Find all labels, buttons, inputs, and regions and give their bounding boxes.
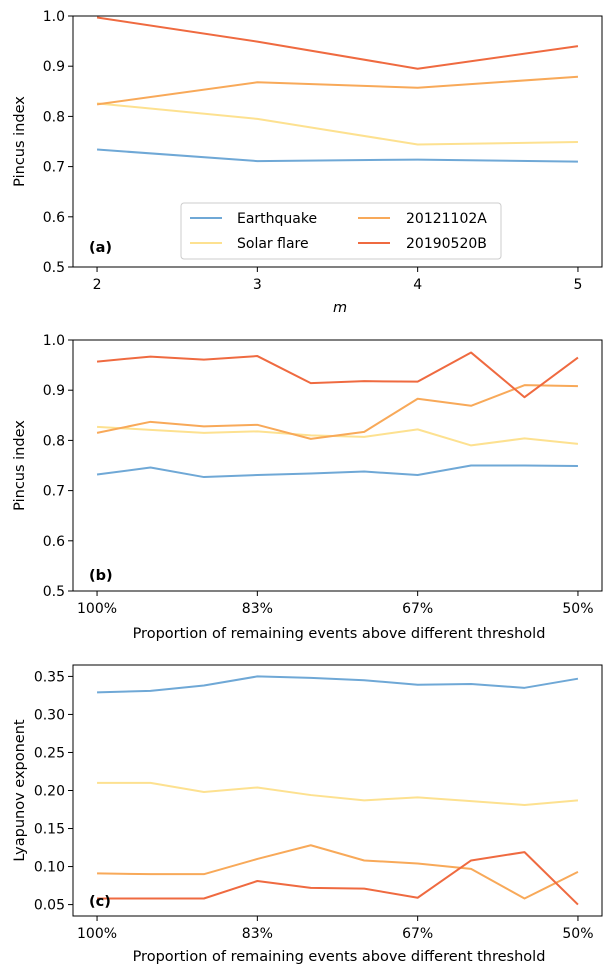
panel-b-series-line-earthquake xyxy=(96,464,578,479)
panel-b-y-ticks: 0.5 0.6 0.7 0.8 0.9 1.0 xyxy=(43,333,73,600)
panel-a-x-tick-label: 3 xyxy=(253,277,262,293)
panel-c-x-tick-label: 67% xyxy=(402,926,433,942)
panel-b-x-ticks: 100% 83% 67% 50% xyxy=(77,591,594,617)
panel-a-frame xyxy=(72,15,603,268)
panel-b-x-tick-label: 100% xyxy=(77,601,117,617)
panel-a-series-line-earthquake xyxy=(96,148,578,163)
panel-b-frame xyxy=(72,339,603,592)
panel-b-x-tick-label: 50% xyxy=(562,601,593,617)
panel-b-y-tick-label: 0.8 xyxy=(43,433,65,449)
legend-label-solar-flare: Solar flare xyxy=(237,236,309,252)
panel-b-x-axis-title: Proportion of remaining events above dif… xyxy=(133,626,546,642)
panel-c-x-axis-title: Proportion of remaining events above dif… xyxy=(133,949,546,965)
panel-a-y-tick-label: 0.7 xyxy=(43,160,65,176)
panel-a-x-axis-title: m xyxy=(333,300,347,316)
legend-label-20190520b: 20190520B xyxy=(406,236,487,252)
panel-c-x-tick-label: 50% xyxy=(562,926,593,942)
panel-b-y-tick-label: 0.6 xyxy=(43,534,65,550)
panel-c-frame xyxy=(72,664,603,917)
legend: Earthquake Solar flare 20121102A 2019052… xyxy=(180,202,502,260)
panel-a-y-ticks: 0.5 0.6 0.7 0.8 0.9 1.0 xyxy=(43,9,73,276)
panel-c-y-axis-title: Lyapunov exponent xyxy=(12,719,28,861)
panel-b: 0.5 0.6 0.7 0.8 0.9 1.0 100% 83% 67% 50% Pincus … xyxy=(12,333,603,642)
panel-c-series-line-20190520b xyxy=(97,851,579,906)
panel-c-y-tick-label: 0.10 xyxy=(34,860,65,876)
panel-c-y-tick-label: 0.25 xyxy=(34,745,65,761)
panel-a-x-tick-label: 2 xyxy=(93,277,102,293)
panel-a-y-tick-label: 1.0 xyxy=(43,9,65,25)
panel-b-letter: (b) xyxy=(89,568,113,584)
panel-c-letter: (c) xyxy=(89,894,111,910)
panel-c-series-lines xyxy=(97,675,579,906)
panel-c-y-tick-label: 0.35 xyxy=(34,669,65,685)
panel-a-series-lines xyxy=(96,16,579,163)
panel-c-y-tick-label: 0.05 xyxy=(34,898,65,914)
panel-c-x-tick-label: 100% xyxy=(77,926,117,942)
panel-a-x-tick-label: 4 xyxy=(413,277,422,293)
panel-b-y-tick-label: 1.0 xyxy=(43,333,65,349)
legend-box xyxy=(180,202,502,260)
panel-b-y-tick-label: 0.5 xyxy=(43,584,65,600)
panel-c: 0.05 0.10 0.15 0.20 0.25 0.30 0.35 100% 83% 67% 5… xyxy=(12,664,603,965)
panel-a-y-axis-title: Pincus index xyxy=(12,96,28,187)
panel-a-y-tick-label: 0.6 xyxy=(43,210,65,226)
panel-b-series-lines xyxy=(96,351,579,479)
panel-b-y-tick-label: 0.9 xyxy=(43,383,65,399)
panel-b-x-tick-label: 67% xyxy=(402,601,433,617)
panel-c-x-ticks: 100% 83% 67% 50% xyxy=(77,916,594,942)
panel-a-y-tick-label: 0.9 xyxy=(43,59,65,75)
panel-a-series-line-20190520b xyxy=(96,16,579,70)
panel-b-series-line-20190520b xyxy=(96,351,579,399)
panel-b-y-tick-label: 0.7 xyxy=(43,484,65,500)
panel-b-x-tick-label: 83% xyxy=(242,601,273,617)
panel-c-y-tick-label: 0.15 xyxy=(34,822,65,838)
panel-c-x-tick-label: 83% xyxy=(242,926,273,942)
panel-c-y-tick-label: 0.30 xyxy=(34,707,65,723)
panel-b-y-axis-title: Pincus index xyxy=(12,420,28,511)
legend-label-earthquake: Earthquake xyxy=(237,211,317,227)
panel-a-y-tick-label: 0.8 xyxy=(43,109,65,125)
panel-a-series-line-20121102a xyxy=(96,75,579,106)
panel-b-series-line-20121102a xyxy=(96,384,578,440)
legend-label-20121102a: 20121102A xyxy=(406,211,487,227)
panel-a-letter: (a) xyxy=(89,240,112,256)
panel-a-x-tick-label: 5 xyxy=(573,277,582,293)
panel-c-series-line-earthquake xyxy=(97,675,579,694)
panel-c-y-ticks: 0.05 0.10 0.15 0.20 0.25 0.30 0.35 xyxy=(34,669,73,914)
panel-c-series-line-20121102a xyxy=(97,844,579,900)
panel-a-y-tick-label: 0.5 xyxy=(43,260,65,276)
panel-c-y-tick-label: 0.20 xyxy=(34,784,65,800)
panel-a-series-line-solar-flare xyxy=(96,102,578,146)
panel-a: 0.5 0.6 0.7 0.8 0.9 1.0 2 3 4 5 Pincus index m (… xyxy=(12,9,603,316)
panel-c-series-line-solar-flare xyxy=(97,781,579,806)
panel-a-x-ticks: 2 3 4 5 xyxy=(93,267,582,293)
